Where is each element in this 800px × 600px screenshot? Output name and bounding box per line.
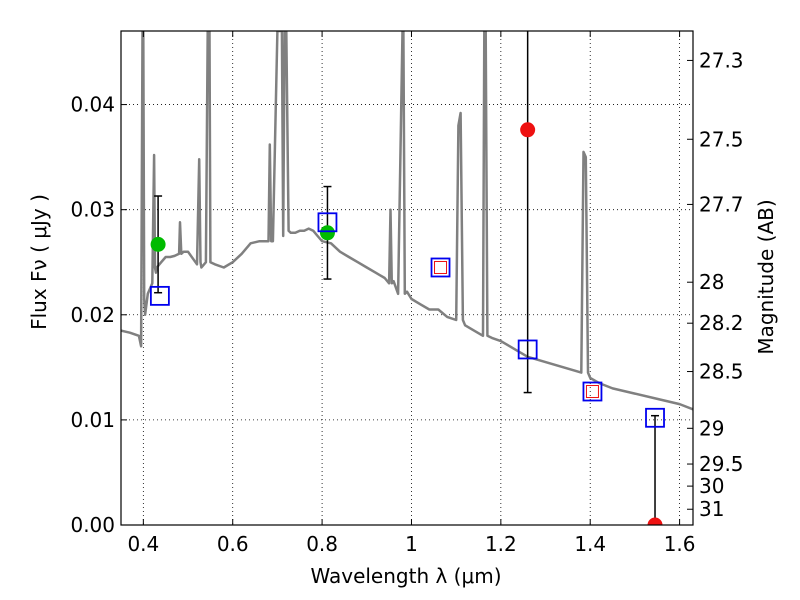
x-axis-label: Wavelength λ (μm) <box>310 564 501 588</box>
y2-tick-label: 29.5 <box>699 452 744 476</box>
data-point-square <box>317 212 338 233</box>
y2-tick-label: 28.2 <box>699 311 744 335</box>
x-tick-label: 0.8 <box>306 532 338 556</box>
x-tick-label: 1 <box>405 532 418 556</box>
model-spectrum-line <box>121 31 693 411</box>
y-tick-label: 0.01 <box>70 408 115 432</box>
y2-tick-label: 28 <box>699 270 724 294</box>
y2-tick-label: 27.7 <box>699 192 744 216</box>
y-axis-label: Flux Fν ( μJy ) <box>27 194 51 330</box>
y2-axis-label: Magnitude (AB) <box>754 199 778 354</box>
data-point-circle <box>319 225 335 241</box>
data-point-small-square <box>585 385 599 399</box>
plot-frame <box>120 30 694 526</box>
y2-tick-label: 31 <box>699 497 724 521</box>
data-point-circle <box>150 236 166 252</box>
x-tick-label: 0.4 <box>127 532 159 556</box>
data-point-square <box>430 257 451 278</box>
x-tick-label: 1.6 <box>664 532 696 556</box>
y2-tick-label: 28.5 <box>699 360 744 384</box>
data-point-small-square <box>434 260 448 274</box>
y-tick-label: 0.03 <box>70 198 115 222</box>
plot-area <box>121 31 693 525</box>
data-point-square <box>582 381 603 402</box>
data-point-square <box>149 285 170 306</box>
data-point-circle <box>647 517 663 525</box>
data-point-square <box>645 407 665 428</box>
y-tick-label: 0.04 <box>70 93 115 117</box>
ticks: 0.4 0.6 0.8 1 1.2 1.4 1.6 0.00 0.01 0.02 0.03 0.04 2… <box>70 31 744 556</box>
data-point-square <box>517 339 538 360</box>
y2-tick-label: 27.5 <box>699 127 744 151</box>
y2-tick-label: 30 <box>699 474 724 498</box>
x-tick-label: 1.2 <box>485 532 517 556</box>
y-tick-label: 0.00 <box>70 513 115 537</box>
y2-tick-label: 29 <box>699 416 724 440</box>
x-tick-label: 1.4 <box>574 532 606 556</box>
x-tick-label: 0.6 <box>217 532 249 556</box>
y-tick-label: 0.02 <box>70 303 115 327</box>
data-point-circle <box>520 122 536 138</box>
y2-tick-label: 27.3 <box>699 48 744 72</box>
